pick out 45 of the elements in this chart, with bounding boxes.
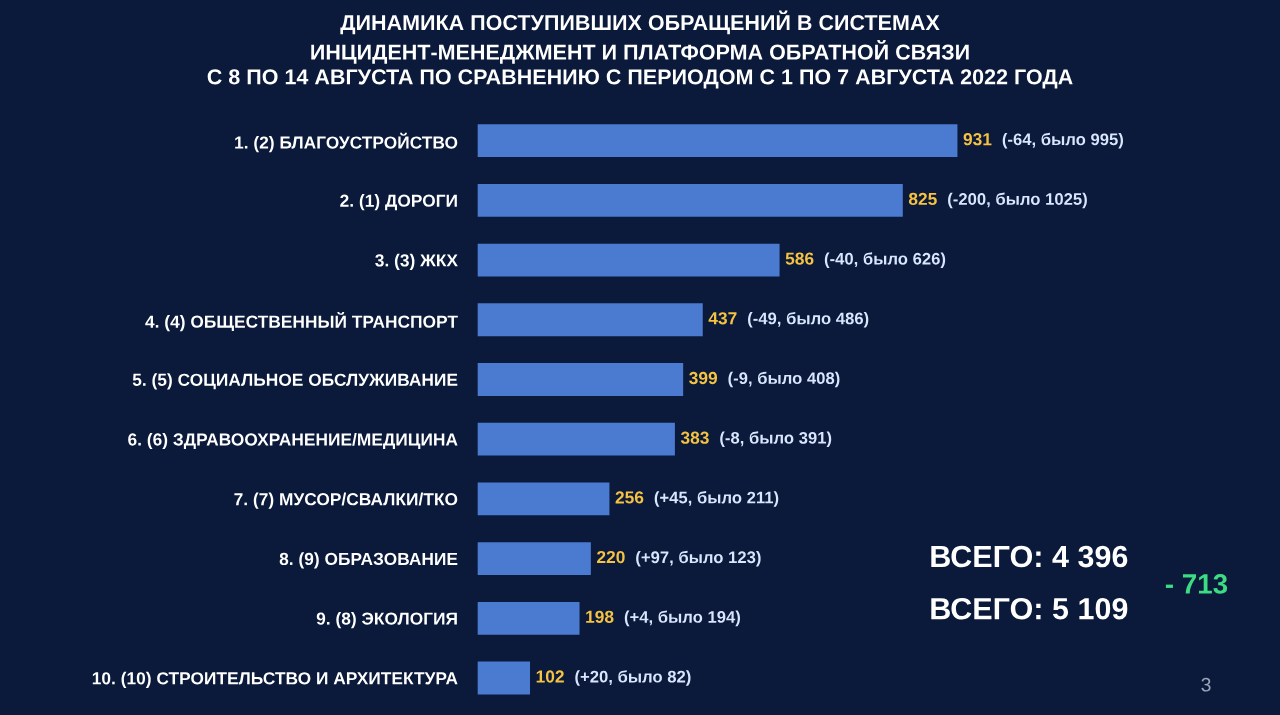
annotation: (-49, было 486)	[748, 311, 869, 328]
text: - 713	[1165, 574, 1228, 594]
bar	[477, 363, 684, 396]
data-label: 220	[597, 550, 625, 564]
annotation: (+45, было 211)	[654, 491, 779, 507]
annotation: (+97, было 123)	[636, 550, 761, 567]
y-tick-label: 7. (7) МУСОР/СВАЛКИ/ТКО	[234, 492, 458, 509]
bar	[477, 542, 591, 576]
annotation: ВСЕГО: 5 109	[931, 597, 1128, 620]
bar	[477, 482, 610, 516]
annotation: ВСЕГО: 4 396	[931, 545, 1128, 568]
y-tick-label: 1. (2) БЛАГОУСТРОЙСТВО	[235, 132, 458, 153]
annotation: (-200, было 1025)	[948, 192, 1087, 209]
annotation: (+20, было 82)	[575, 670, 691, 686]
data-label: 825	[908, 192, 937, 206]
y-tick-label: 2. (1) ДОРОГИ	[340, 194, 457, 211]
data-label: 256	[615, 491, 644, 504]
annotation: (-9, было 408)	[728, 371, 840, 388]
data-label: 383	[680, 431, 709, 444]
text: 3	[1201, 677, 1211, 692]
y-tick-label: 6. (6) ЗДРАВООХРАНЕНИЕ/МЕДИЦИНА	[128, 432, 458, 450]
annotation: (-64, было 995)	[1002, 132, 1124, 149]
data-label: 198	[586, 610, 614, 623]
data-label: 437	[708, 312, 737, 325]
y-tick-label: 3. (3) ЖКХ	[375, 253, 458, 270]
y-tick-label: 4. (4) ОБЩЕСТВЕННЫЙ ТРАНСПОРТ	[145, 311, 458, 332]
data-label: 586	[785, 252, 814, 265]
annotation: (-8, было 391)	[720, 431, 832, 448]
data-label: 102	[536, 670, 564, 683]
bar	[477, 661, 531, 695]
y-tick-label: 9. (8) ЭКОЛОГИЯ	[316, 612, 457, 629]
annotation: (-40, было 626)	[824, 252, 946, 268]
data-label: 931	[963, 133, 992, 146]
y-tick-label: 8. (9) ОБРАЗОВАНИЕ	[279, 552, 458, 569]
bar	[477, 183, 903, 217]
y-tick-label: 5. (5) СОЦИАЛЬНОЕ ОБСЛУЖИВАНИЕ	[132, 373, 458, 390]
bar	[477, 422, 675, 456]
annotation: (+4, было 194)	[624, 610, 741, 627]
bar	[477, 601, 580, 635]
bar	[477, 124, 958, 158]
bar	[477, 243, 780, 277]
chart-title: ДИНАМИКА ПОСТУПИВШИХ ОБРАЩЕНИЙ В СИСТЕМАХ ИНЦИДЕНТ-МЕНЕДЖМЕНТ И ПЛАТФОРМА ОБРАТНОЙ СВЯЗИ С 8 ПО 14 АВГУСТА ПО СРАВНЕНИЮ С ПЕРИОДОМ С 1 ПО 7 АВГУСТА 2022 ГОДА	[207, 10, 1073, 89]
data-label: 399	[689, 371, 718, 385]
bar	[477, 303, 703, 337]
y-tick-label: 10. (10) СТРОИТЕЛЬСТВО И АРХИТЕКТУРА	[92, 671, 458, 688]
